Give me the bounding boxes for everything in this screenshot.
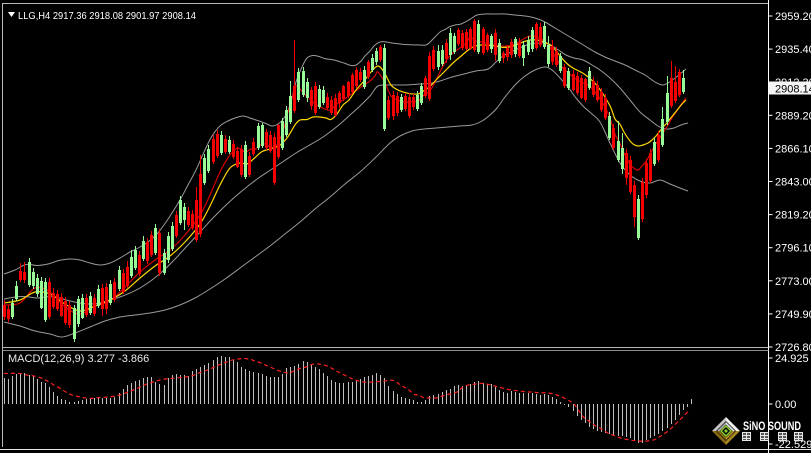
svg-text:2959.20: 2959.20 [775,11,811,23]
svg-text:2843.00: 2843.00 [775,177,811,189]
svg-text:2749.90: 2749.90 [775,309,811,321]
svg-text:2819.20: 2819.20 [775,210,811,222]
svg-text:LLG,H4 2917.36 2918.08 2901.9: LLG,H4 2917.36 2918.08 2901.97 2908.14 [18,10,196,22]
svg-text:0.00: 0.00 [775,399,796,411]
svg-text:2908.14: 2908.14 [775,83,811,95]
svg-text:MACD(12,26,9) 3.277 -3.866: MACD(12,26,9) 3.277 -3.866 [8,353,149,365]
svg-text:2889.20: 2889.20 [775,110,811,122]
svg-text:2935.40: 2935.40 [775,44,811,56]
svg-text:2866.10: 2866.10 [775,143,811,155]
svg-text:2726.80: 2726.80 [775,342,811,354]
svg-text:-22.529: -22.529 [775,439,811,451]
svg-text:2773.00: 2773.00 [775,276,811,288]
svg-text:24.925: 24.925 [775,353,809,365]
svg-text:SiNO SOUND: SiNO SOUND [743,419,801,433]
svg-text:2796.10: 2796.10 [775,243,811,255]
